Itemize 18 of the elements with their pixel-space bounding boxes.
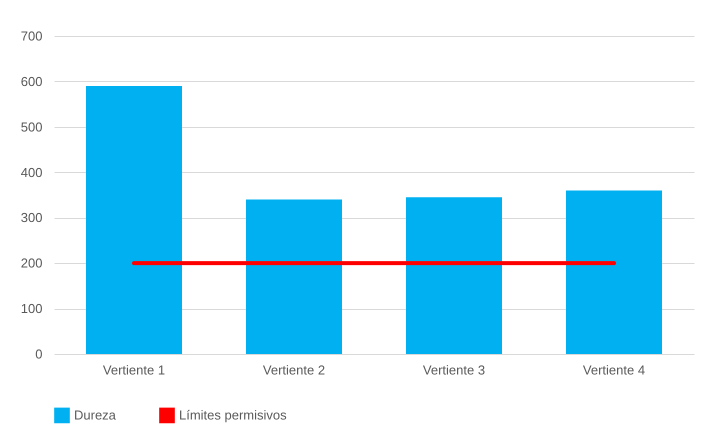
y-tick-label: 600: [20, 74, 42, 89]
bar: [566, 190, 662, 354]
bar: [246, 200, 342, 354]
legend-label: Dureza: [74, 407, 117, 422]
y-tick-label: 500: [20, 119, 42, 134]
y-tick-label: 200: [20, 256, 42, 271]
y-tick-label: 0: [35, 346, 42, 362]
y-tick-label: 400: [20, 164, 42, 180]
x-tick-label: Vertiente 3: [422, 362, 486, 378]
y-tick-label: 700: [20, 28, 42, 44]
x-tick-label: Vertiente 2: [262, 362, 326, 378]
x-tick-label: Vertiente 4: [582, 362, 646, 378]
legend-label: Límites permisivos: [179, 407, 288, 422]
x-tick-label: Vertiente 1: [102, 362, 166, 378]
bar: [406, 197, 502, 354]
y-tick-label: 100: [20, 301, 42, 316]
y-tick-label: 300: [20, 210, 42, 226]
bar: [86, 86, 182, 354]
